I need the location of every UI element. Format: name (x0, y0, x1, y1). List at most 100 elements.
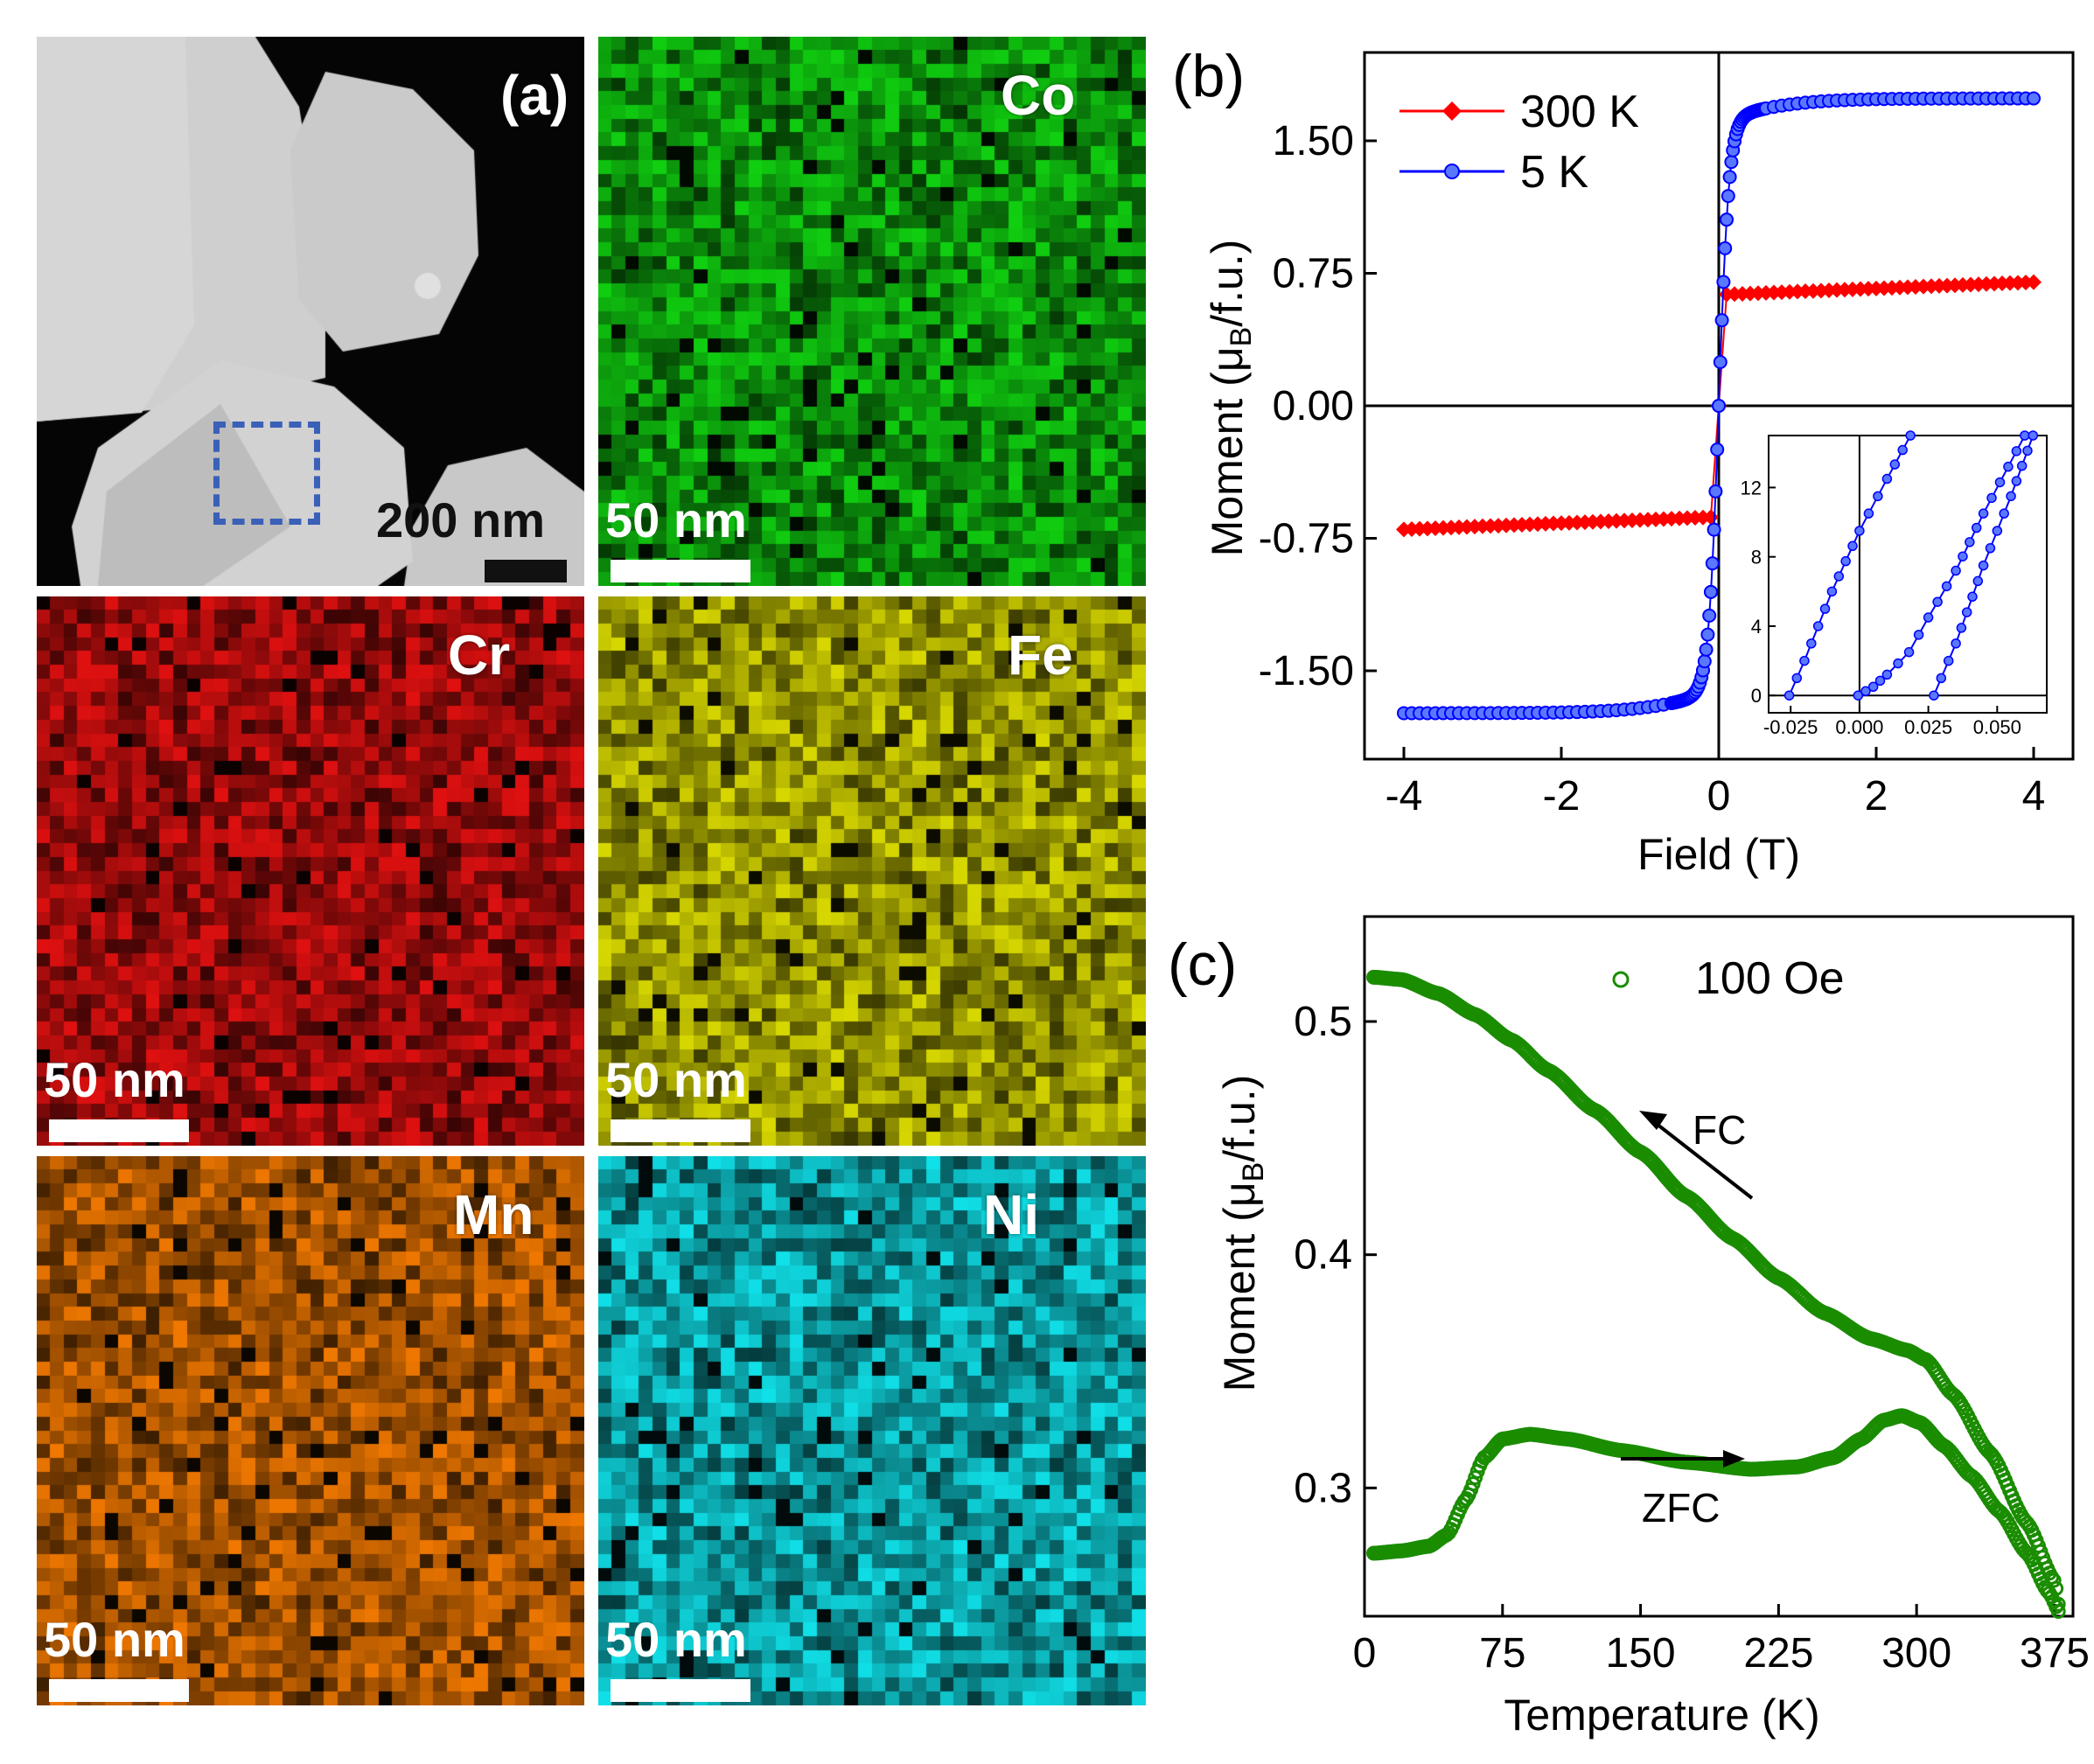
chart-b: (b) Field (T) Moment (μB/f.u.) 300 K5 K … (1172, 43, 2075, 879)
panel-b-label: (b) (1172, 43, 1245, 109)
series-5k-point (1713, 355, 1728, 370)
inset-point (1806, 638, 1817, 649)
inset-point (1965, 537, 1975, 547)
inset-point (1847, 540, 1858, 552)
series-5k-point (1714, 313, 1729, 328)
series-5k-point (1724, 155, 1739, 170)
map-scale-label: 50 nm (605, 492, 747, 547)
map-scale-label: 50 nm (605, 1052, 747, 1107)
series-5k-point (1697, 654, 1712, 669)
inset-point (1889, 459, 1901, 470)
b-ytick-label: 0.75 (1273, 251, 1354, 297)
inset-ytick-label: 12 (1741, 477, 1762, 499)
fc-arrow-line (1651, 1119, 1754, 1200)
inset-point (2020, 430, 2030, 441)
legend-marker (1442, 101, 1462, 121)
c-xtick-label: 75 (1479, 1630, 1525, 1677)
inset-point (1799, 655, 1810, 666)
inset-point (1971, 522, 1982, 533)
inset-point (1936, 673, 1947, 684)
series-5k-point (1705, 556, 1720, 571)
inset-point (1833, 571, 1845, 582)
svg-text:Moment (μB/f.u.): Moment (μB/f.u.) (1215, 1075, 1270, 1392)
map-element-label: Ni (983, 1183, 1039, 1246)
map-element-label: Fe (1008, 624, 1073, 687)
c-legend-marker (1612, 971, 1630, 988)
series-5k-point (2027, 91, 2041, 106)
eds-map-cr: Cr 50 nm (37, 596, 584, 1146)
inset-branch (1929, 430, 2039, 701)
inset-point (1860, 686, 1871, 696)
inset-point (1956, 623, 1967, 633)
series-5k-point (1708, 484, 1723, 499)
series-5k-point (1700, 627, 1715, 642)
map-scale-bar (611, 1119, 750, 1142)
c-ytick-label: 0.3 (1294, 1465, 1352, 1511)
inset-point (1994, 477, 2006, 488)
fc-arrowhead (1639, 1111, 1667, 1130)
c-xtick-label: 0 (1353, 1630, 1377, 1677)
inset-point (1978, 508, 1989, 519)
inset-point (1873, 491, 1883, 502)
inset-xtick-label: -0.025 (1763, 716, 1818, 738)
b-xtick-label: 4 (2022, 773, 2046, 819)
inset-point (1853, 690, 1864, 701)
c-xtick-label: 150 (1606, 1630, 1676, 1677)
inset-point (2028, 430, 2039, 441)
inset-point (1819, 603, 1831, 614)
inset-point (1881, 473, 1893, 485)
inset-point (2006, 491, 2016, 502)
sem-image: (a) 200 nm (37, 37, 584, 586)
inset-point (1943, 655, 1954, 666)
series-5k (1397, 91, 2041, 721)
inset-point (1992, 526, 2003, 536)
inset-xtick-label: 0.000 (1835, 716, 1883, 738)
inset-point (1897, 444, 1908, 456)
legend-label: 300 K (1520, 87, 1639, 137)
map-scale-label: 50 nm (605, 1612, 747, 1667)
inset-point (1826, 586, 1838, 597)
b-xtick-label: 0 (1707, 773, 1731, 819)
inset-frame (1768, 435, 2048, 714)
panel-c-label: (c) (1168, 931, 1237, 998)
series-5k-point (1699, 642, 1714, 657)
eds-map-co: Co 50 nm (598, 37, 1146, 586)
chart-c: (c) Temperature (K) Moment (μB/f.u.) 100… (1168, 915, 2090, 1740)
map-scale-bar (49, 1679, 189, 1702)
zfc-series (1366, 1408, 2066, 1619)
b-inset: -0.025 0.000 0.025 0.050 0 4 8 12 (1741, 430, 2048, 738)
inset-point (1854, 526, 1865, 536)
inset-point (1985, 543, 1996, 554)
c-xtick-label: 375 (2020, 1630, 2090, 1677)
inset-point (1812, 621, 1824, 631)
series-5k-point (1722, 170, 1737, 185)
fc-series (1366, 969, 2066, 1612)
inset-point (1967, 591, 1978, 603)
b-xtick-label: -4 (1386, 773, 1423, 819)
b-legend: 300 K 5 K (1399, 87, 1639, 198)
c-frame (1363, 915, 2075, 1618)
c-ylabel: Moment (μB/f.u.) (1215, 1075, 1270, 1392)
series-5k-point (1707, 522, 1721, 537)
inset-point (1881, 669, 1893, 680)
series-5k-point (1710, 442, 1725, 457)
series-5k-point (1712, 399, 1726, 413)
series-5k-point (1721, 189, 1735, 204)
inset-xtick-label: 0.025 (1904, 716, 1952, 738)
b-ytick-label: -1.50 (1259, 648, 1354, 694)
b-ytick-label: -0.75 (1259, 516, 1354, 562)
inset-point (1986, 492, 1997, 504)
c-ytick-label: 0.5 (1294, 999, 1352, 1045)
inset-point (1972, 575, 1984, 587)
legend-marker (1444, 164, 1460, 179)
inset-point (1932, 596, 1943, 607)
inset-point (1867, 681, 1879, 693)
inset-ytick-label: 0 (1751, 685, 1762, 707)
inset-point (1874, 675, 1886, 687)
inset-point (2003, 461, 2014, 472)
map-element-label: Co (1001, 64, 1076, 127)
map-scale-bar (49, 1119, 189, 1142)
inset-point (1840, 555, 1851, 567)
sem-scale-label: 200 nm (376, 492, 545, 547)
series-5k-point (1716, 275, 1731, 289)
